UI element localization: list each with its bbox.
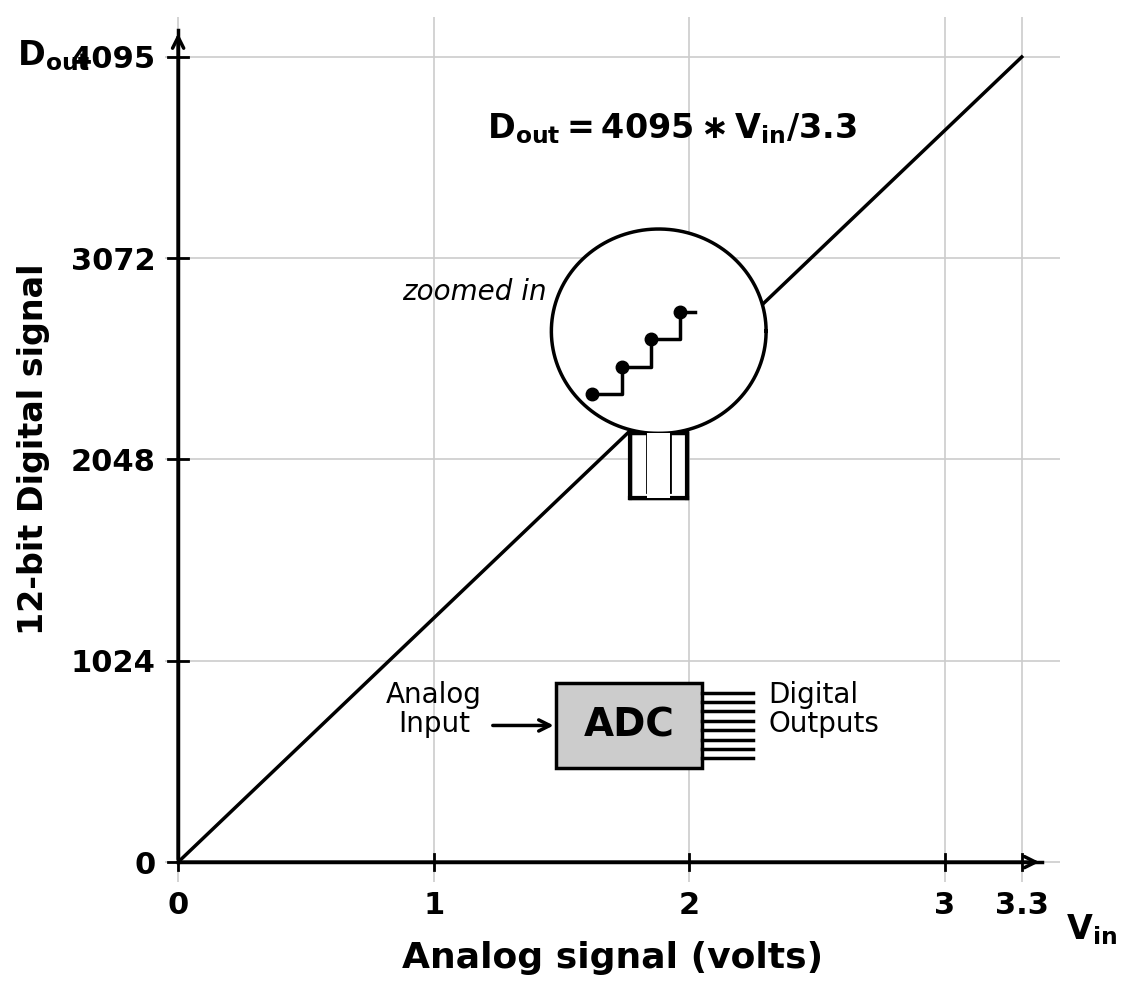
Text: zoomed in: zoomed in (401, 279, 546, 307)
Text: Input: Input (398, 710, 470, 738)
Text: Outputs: Outputs (768, 710, 879, 738)
X-axis label: Analog signal (volts): Analog signal (volts) (402, 941, 824, 975)
Text: Analog: Analog (386, 681, 482, 708)
Text: $\mathbf{D_{out} = 4095 \ast V_{in}/3.3}$: $\mathbf{D_{out} = 4095 \ast V_{in}/3.3}… (487, 112, 858, 147)
Text: $\mathbf{D_{out}}$: $\mathbf{D_{out}}$ (17, 39, 91, 73)
Text: Digital: Digital (768, 681, 859, 708)
Bar (647, 434, 671, 498)
Text: $\mathbf{V_{in}}$: $\mathbf{V_{in}}$ (1066, 912, 1117, 946)
Polygon shape (552, 229, 766, 434)
Bar (630, 434, 688, 498)
Bar (556, 683, 702, 768)
Y-axis label: 12-bit Digital signal: 12-bit Digital signal (17, 264, 50, 635)
Text: ADC: ADC (583, 706, 675, 744)
